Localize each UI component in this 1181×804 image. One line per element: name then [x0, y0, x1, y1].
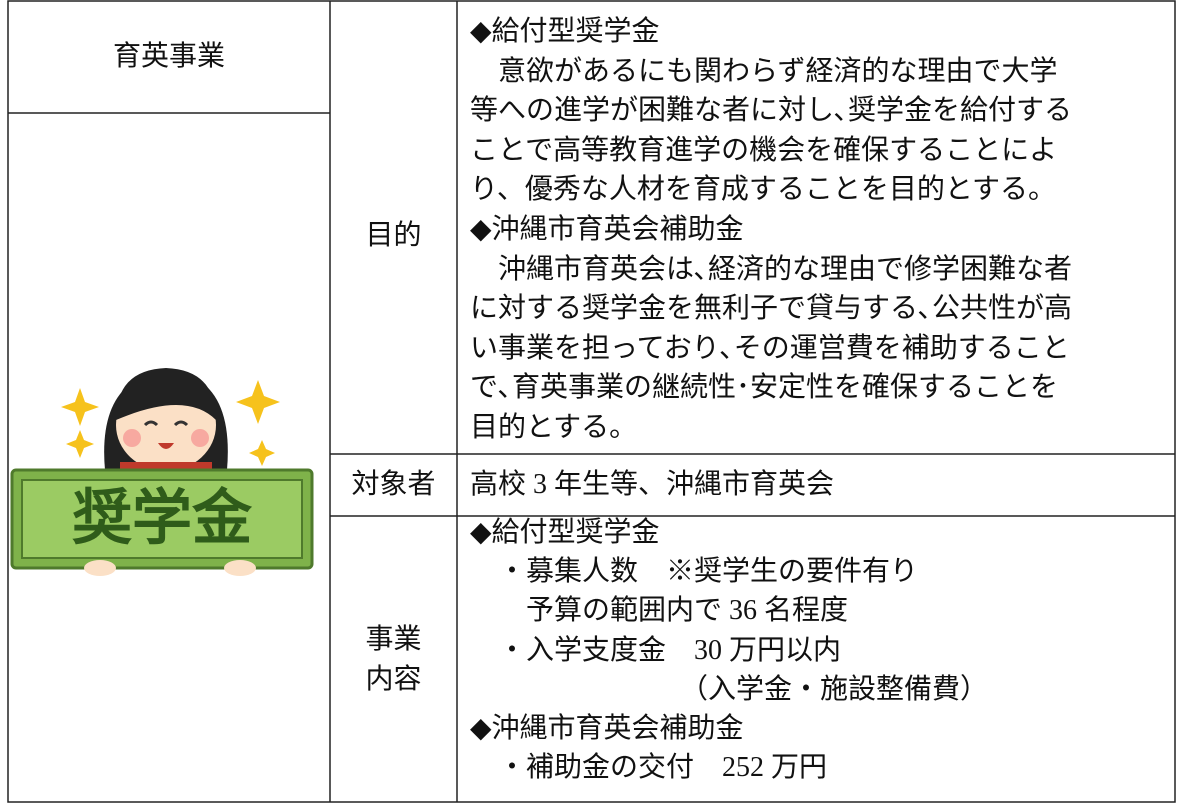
cell-line: 目的とする。 — [470, 412, 638, 443]
cell-line: ・入学支度金 30 万円以内 — [470, 634, 842, 666]
header: 育英事業 — [112, 41, 225, 72]
sign-text: 奨学金 — [72, 484, 253, 554]
cell-line: ・募集人数 ※奨学生の要件有り — [470, 556, 919, 588]
row-label: 目的 — [365, 219, 422, 251]
illustration: 奨学金 — [10, 368, 314, 576]
cell-line: 高校 3 年生等、沖縄市育英会 — [470, 469, 835, 500]
row-label: 事業 — [365, 624, 422, 655]
cell-line: 等への進学が困難な者に対し､奨学金を給付する — [470, 95, 1073, 127]
cell-line: ◆沖縄市育英会補助金 — [470, 713, 744, 744]
cell-line: 予算の範囲内で 36 名程度 — [470, 595, 849, 627]
cell-line: ◆沖縄市育英会補助金 — [470, 214, 744, 245]
row-label: 内容 — [365, 664, 422, 695]
cell-line: で､育英事業の継続性･安定性を確保することを — [470, 372, 1059, 404]
cell-line: ことで高等教育進学の機会を確保することによ — [470, 134, 1058, 166]
cell-line: 意欲があるにも関わらず経済的な理由で大学 — [470, 55, 1058, 87]
cell-line: ◆給付型奨学金 — [470, 517, 660, 548]
cell-line: り、優秀な人材を育成することを目的とする。 — [470, 174, 1057, 206]
cell-line: ・補助金の交付 252 万円 — [470, 752, 828, 784]
cell-line: に対する奨学金を無利子で貸与する､公共性が高 — [470, 293, 1073, 325]
cell-line: （入学金・施設整備費） — [470, 673, 989, 705]
cell-line: ◆給付型奨学金 — [470, 16, 660, 47]
cell-line: 沖縄市育英会は､経済的な理由で修学困難な者 — [470, 253, 1073, 285]
row-label: 対象者 — [351, 469, 436, 500]
cell-line: い事業を担っており､その運営費を補助すること — [470, 332, 1070, 364]
